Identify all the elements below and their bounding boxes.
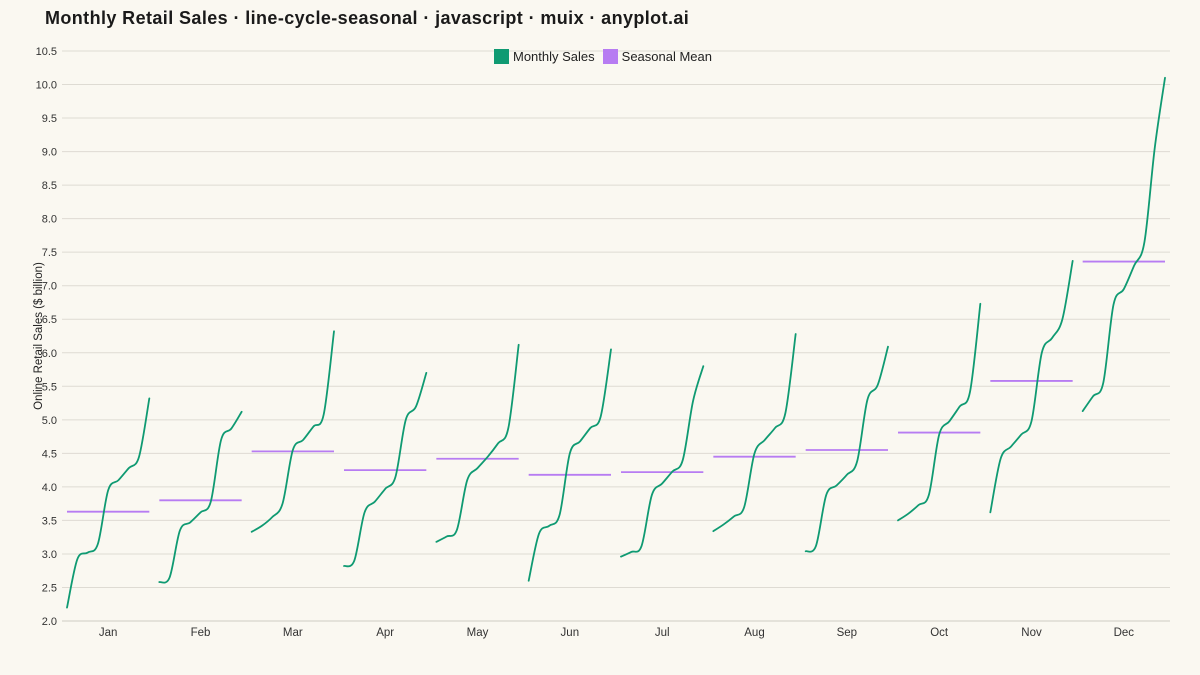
x-tick-label: Dec xyxy=(1114,627,1135,639)
monthly-sales-line xyxy=(435,343,520,543)
monthly-sales-line xyxy=(804,345,889,553)
legend-swatch-monthly-sales xyxy=(494,49,509,64)
monthly-sales-line xyxy=(989,259,1074,514)
monthly-sales-line xyxy=(343,371,428,568)
monthly-sales-line xyxy=(250,330,335,533)
x-tick-label: Aug xyxy=(744,627,764,639)
y-tick-label: 7.0 xyxy=(42,281,57,293)
y-tick-label: 2.5 xyxy=(42,582,57,594)
legend-item-seasonal-mean[interactable]: Seasonal Mean xyxy=(602,49,712,64)
x-tick-label: Jan xyxy=(99,627,118,639)
x-tick-label: Apr xyxy=(376,627,394,639)
x-tick-label: Sep xyxy=(837,627,857,639)
monthly-sales-line xyxy=(620,365,705,558)
grid-lines xyxy=(62,50,1170,622)
legend-label-monthly-sales: Monthly Sales xyxy=(513,49,595,64)
monthly-sales-line xyxy=(897,302,982,522)
y-tick-label: 3.5 xyxy=(42,515,57,527)
monthly-sales-line xyxy=(527,348,612,582)
x-tick-label: Oct xyxy=(930,627,949,639)
x-tick-label: Mar xyxy=(283,627,303,639)
y-tick-label: 9.0 xyxy=(42,147,57,159)
legend-label-seasonal-mean: Seasonal Mean xyxy=(621,49,712,64)
y-tick-label: 3.0 xyxy=(42,549,57,561)
x-tick-label: Nov xyxy=(1021,627,1042,639)
monthly-sales-line xyxy=(712,333,797,533)
x-tick-label: Jul xyxy=(655,627,670,639)
monthly-sales-line xyxy=(1081,76,1166,413)
x-tick-label: Jun xyxy=(561,627,580,639)
legend: Monthly Sales Seasonal Mean xyxy=(494,49,720,64)
monthly-sales-line xyxy=(158,410,243,584)
y-tick-label: 2.0 xyxy=(42,616,57,628)
chart-title: Monthly Retail Sales · line-cycle-season… xyxy=(45,8,690,28)
y-tick-label: 8.0 xyxy=(42,214,57,226)
monthly-sales-line xyxy=(66,397,151,609)
x-axis-ticks: Jan Feb Mar Apr May Jun Jul Aug Sep Oct Nov Dec xyxy=(99,627,1134,639)
y-axis-label: Online Retail Sales ($ billion) xyxy=(33,262,45,410)
x-tick-label: May xyxy=(467,627,489,639)
y-tick-label: 10.5 xyxy=(36,46,57,58)
y-axis-ticks: 2.0 2.5 3.0 3.5 4.0 4.5 5.0 5.5 6.0 6.5 7.0 7.5 8.0 8… xyxy=(36,46,57,628)
y-tick-label: 5.0 xyxy=(42,415,57,427)
y-tick-label: 5.5 xyxy=(42,381,57,393)
y-tick-label: 4.0 xyxy=(42,482,57,494)
y-tick-label: 9.5 xyxy=(42,113,57,125)
y-tick-label: 7.5 xyxy=(42,247,57,259)
y-tick-label: 6.5 xyxy=(42,314,57,326)
y-tick-label: 6.0 xyxy=(42,348,57,360)
monthly-sales-series xyxy=(66,76,1166,609)
legend-swatch-seasonal-mean xyxy=(602,49,618,64)
y-tick-label: 8.5 xyxy=(42,180,57,192)
legend-item-monthly-sales[interactable]: Monthly Sales xyxy=(494,49,595,64)
y-tick-label: 10.0 xyxy=(36,80,57,92)
x-tick-label: Feb xyxy=(191,627,211,639)
y-tick-label: 4.5 xyxy=(42,448,57,460)
